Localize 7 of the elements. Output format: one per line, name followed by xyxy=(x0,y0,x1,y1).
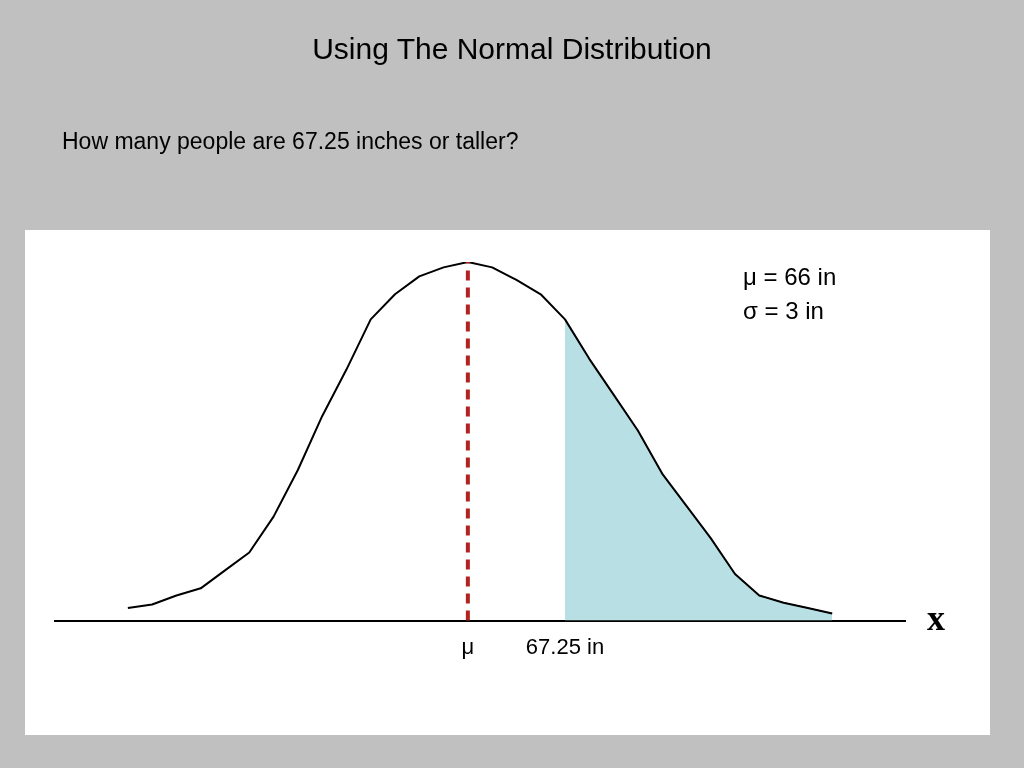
x-tick-label: μ xyxy=(461,633,475,659)
chart-subtitle: How many people are 67.25 inches or taller? xyxy=(62,128,519,155)
x-axis-title: x xyxy=(927,597,945,638)
chart-title: Using The Normal Distribution xyxy=(311,32,713,66)
annotation: σ = 3 in xyxy=(743,296,824,324)
x-tick-label: 67.25 in xyxy=(525,633,605,659)
annotation: μ = 66 in xyxy=(743,262,837,290)
